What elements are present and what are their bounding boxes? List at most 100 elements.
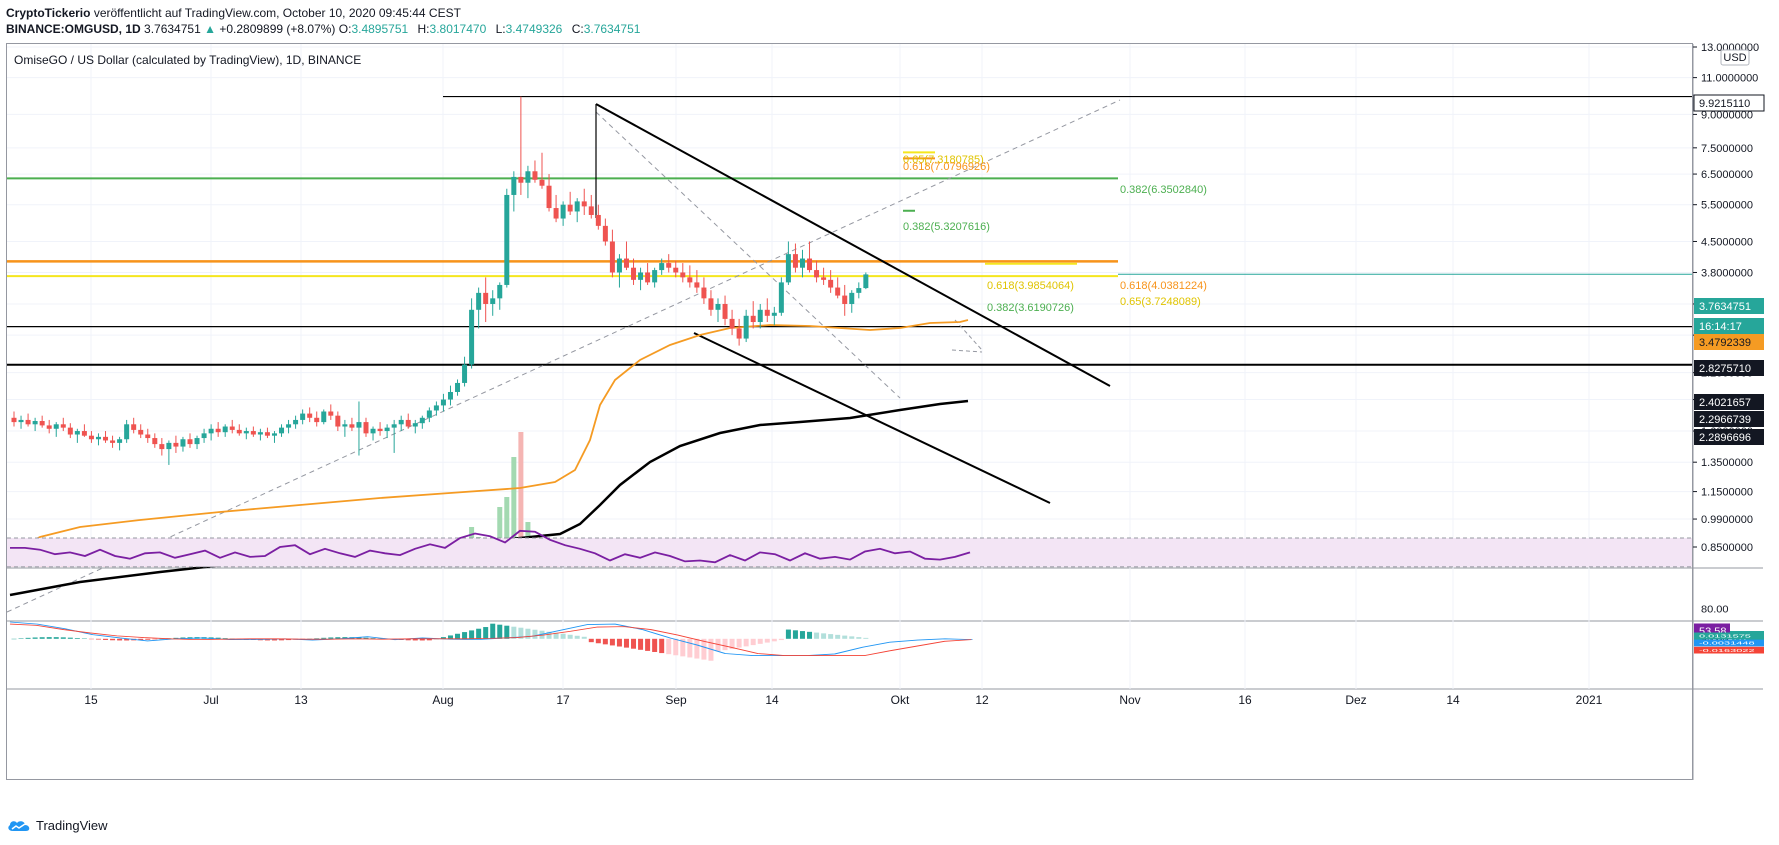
macd-histogram-bar bbox=[567, 634, 573, 639]
candle-body bbox=[88, 435, 94, 440]
candle-body bbox=[764, 309, 770, 316]
fib-level-label: 0.618(3.9854064) bbox=[987, 280, 1074, 292]
candle-body bbox=[602, 225, 608, 242]
macd-histogram-bar bbox=[173, 637, 179, 639]
candle-body bbox=[124, 424, 130, 440]
candle-body bbox=[687, 277, 693, 283]
macd-histogram-bar bbox=[821, 633, 827, 639]
candle-body bbox=[785, 254, 791, 283]
macd-histogram-bar bbox=[546, 631, 552, 639]
macd-histogram-bar bbox=[462, 632, 468, 639]
macd-histogram-bar bbox=[180, 637, 186, 639]
macd-histogram-bar bbox=[764, 638, 770, 643]
close-label: C: bbox=[571, 22, 584, 36]
price-axis-label: 3.4792339 bbox=[1699, 337, 1751, 349]
candle-body bbox=[497, 284, 503, 299]
candle-body bbox=[455, 382, 461, 392]
candle-body bbox=[328, 411, 334, 416]
wedge-lower-line bbox=[693, 332, 1051, 504]
candle-body bbox=[715, 303, 721, 310]
candle-body bbox=[553, 208, 559, 219]
candle-body bbox=[180, 439, 186, 447]
candle-body bbox=[694, 282, 700, 288]
macd-histogram-bar bbox=[215, 637, 221, 639]
candle-body bbox=[293, 419, 299, 425]
macd-histogram-bar bbox=[476, 628, 482, 639]
price-axis-label: 2.4021657 bbox=[1699, 397, 1751, 409]
candle-body bbox=[743, 315, 749, 339]
price-axis-label-bg bbox=[1694, 411, 1764, 427]
macd-histogram-bar bbox=[328, 637, 334, 639]
macd-histogram-bar bbox=[722, 638, 728, 651]
x-tick-label: 2021 bbox=[1576, 693, 1603, 707]
symbol-label: BINANCE:OMGUSD, 1D bbox=[6, 22, 141, 36]
price-axis-label: 2.8275710 bbox=[1699, 363, 1751, 375]
candle-body bbox=[588, 206, 594, 215]
candle-body bbox=[321, 411, 327, 423]
macd-histogram-bar bbox=[356, 637, 362, 639]
macd-histogram-bar bbox=[314, 638, 320, 639]
macd-histogram-bar bbox=[504, 625, 510, 639]
candle-body bbox=[729, 318, 735, 329]
wedge-upper-line bbox=[595, 103, 1111, 387]
price-axis-label: 2.2896696 bbox=[1699, 432, 1751, 444]
candle-body bbox=[799, 258, 805, 268]
candle-body bbox=[856, 288, 862, 293]
candle-body bbox=[532, 171, 538, 180]
x-tick-label: Sep bbox=[665, 693, 687, 707]
macd-histogram-bar bbox=[616, 638, 622, 647]
macd-histogram-bar bbox=[560, 633, 566, 639]
macd-histogram-bar bbox=[588, 638, 594, 643]
macd-histogram-bar bbox=[74, 638, 80, 639]
candle-body bbox=[201, 433, 207, 439]
macd-histogram-bar bbox=[405, 638, 411, 641]
y-tick-label: 5.5000000 bbox=[1701, 200, 1753, 212]
macd-histogram-bar bbox=[736, 638, 742, 648]
macd-histogram-bar bbox=[638, 638, 644, 650]
macd-histogram-bar bbox=[321, 637, 327, 639]
macd-histogram-bar bbox=[25, 637, 31, 639]
rsi-line bbox=[10, 529, 971, 564]
fib-level-label: 0.618(7.0796926) bbox=[903, 161, 990, 173]
currency-box bbox=[1720, 49, 1750, 66]
candle-body bbox=[257, 432, 263, 435]
macd-histogram-bar bbox=[574, 635, 580, 639]
candle-body bbox=[152, 438, 158, 445]
candle-body bbox=[616, 258, 622, 273]
candle-body bbox=[433, 405, 439, 411]
candle-body bbox=[300, 413, 306, 420]
macd-histogram-bar bbox=[849, 636, 855, 639]
macd-value: 0.0131575 bbox=[1699, 633, 1751, 638]
y-tick-label: 4.5000000 bbox=[1701, 236, 1753, 248]
y-tick-label: 3.8000000 bbox=[1701, 267, 1753, 279]
price-axis-label-bg bbox=[1694, 429, 1764, 445]
macd-histogram-bar bbox=[286, 638, 292, 641]
candle-body bbox=[398, 419, 404, 425]
candle-body bbox=[138, 429, 144, 435]
macd-histogram-bar bbox=[110, 638, 116, 641]
candle-body bbox=[271, 433, 277, 436]
macd-histogram-bar bbox=[743, 638, 749, 647]
candle-body bbox=[666, 263, 672, 268]
macd-histogram-bar bbox=[835, 634, 841, 639]
candle-body bbox=[659, 263, 665, 271]
price-axis-label-bg bbox=[1694, 334, 1764, 350]
macd-histogram-bar bbox=[673, 638, 679, 656]
candle-body bbox=[46, 425, 52, 429]
candle-body bbox=[215, 428, 221, 433]
candle-body bbox=[518, 176, 524, 183]
macd-histogram-bar bbox=[715, 638, 721, 652]
fib-dashed-trend bbox=[951, 349, 983, 353]
candle-body bbox=[349, 424, 355, 428]
macd-histogram-bar bbox=[370, 638, 376, 639]
macd-histogram-bar bbox=[609, 638, 615, 646]
candle-body bbox=[384, 427, 390, 432]
macd-pane: 0.0131575 -0.0031448 -0.0163022 bbox=[9, 621, 1764, 661]
candle-body bbox=[391, 424, 397, 428]
macd-histogram-bar bbox=[842, 635, 848, 639]
tradingview-footer[interactable]: TradingView bbox=[6, 818, 108, 833]
macd-histogram-bar bbox=[138, 638, 144, 641]
candle-body bbox=[419, 417, 425, 424]
